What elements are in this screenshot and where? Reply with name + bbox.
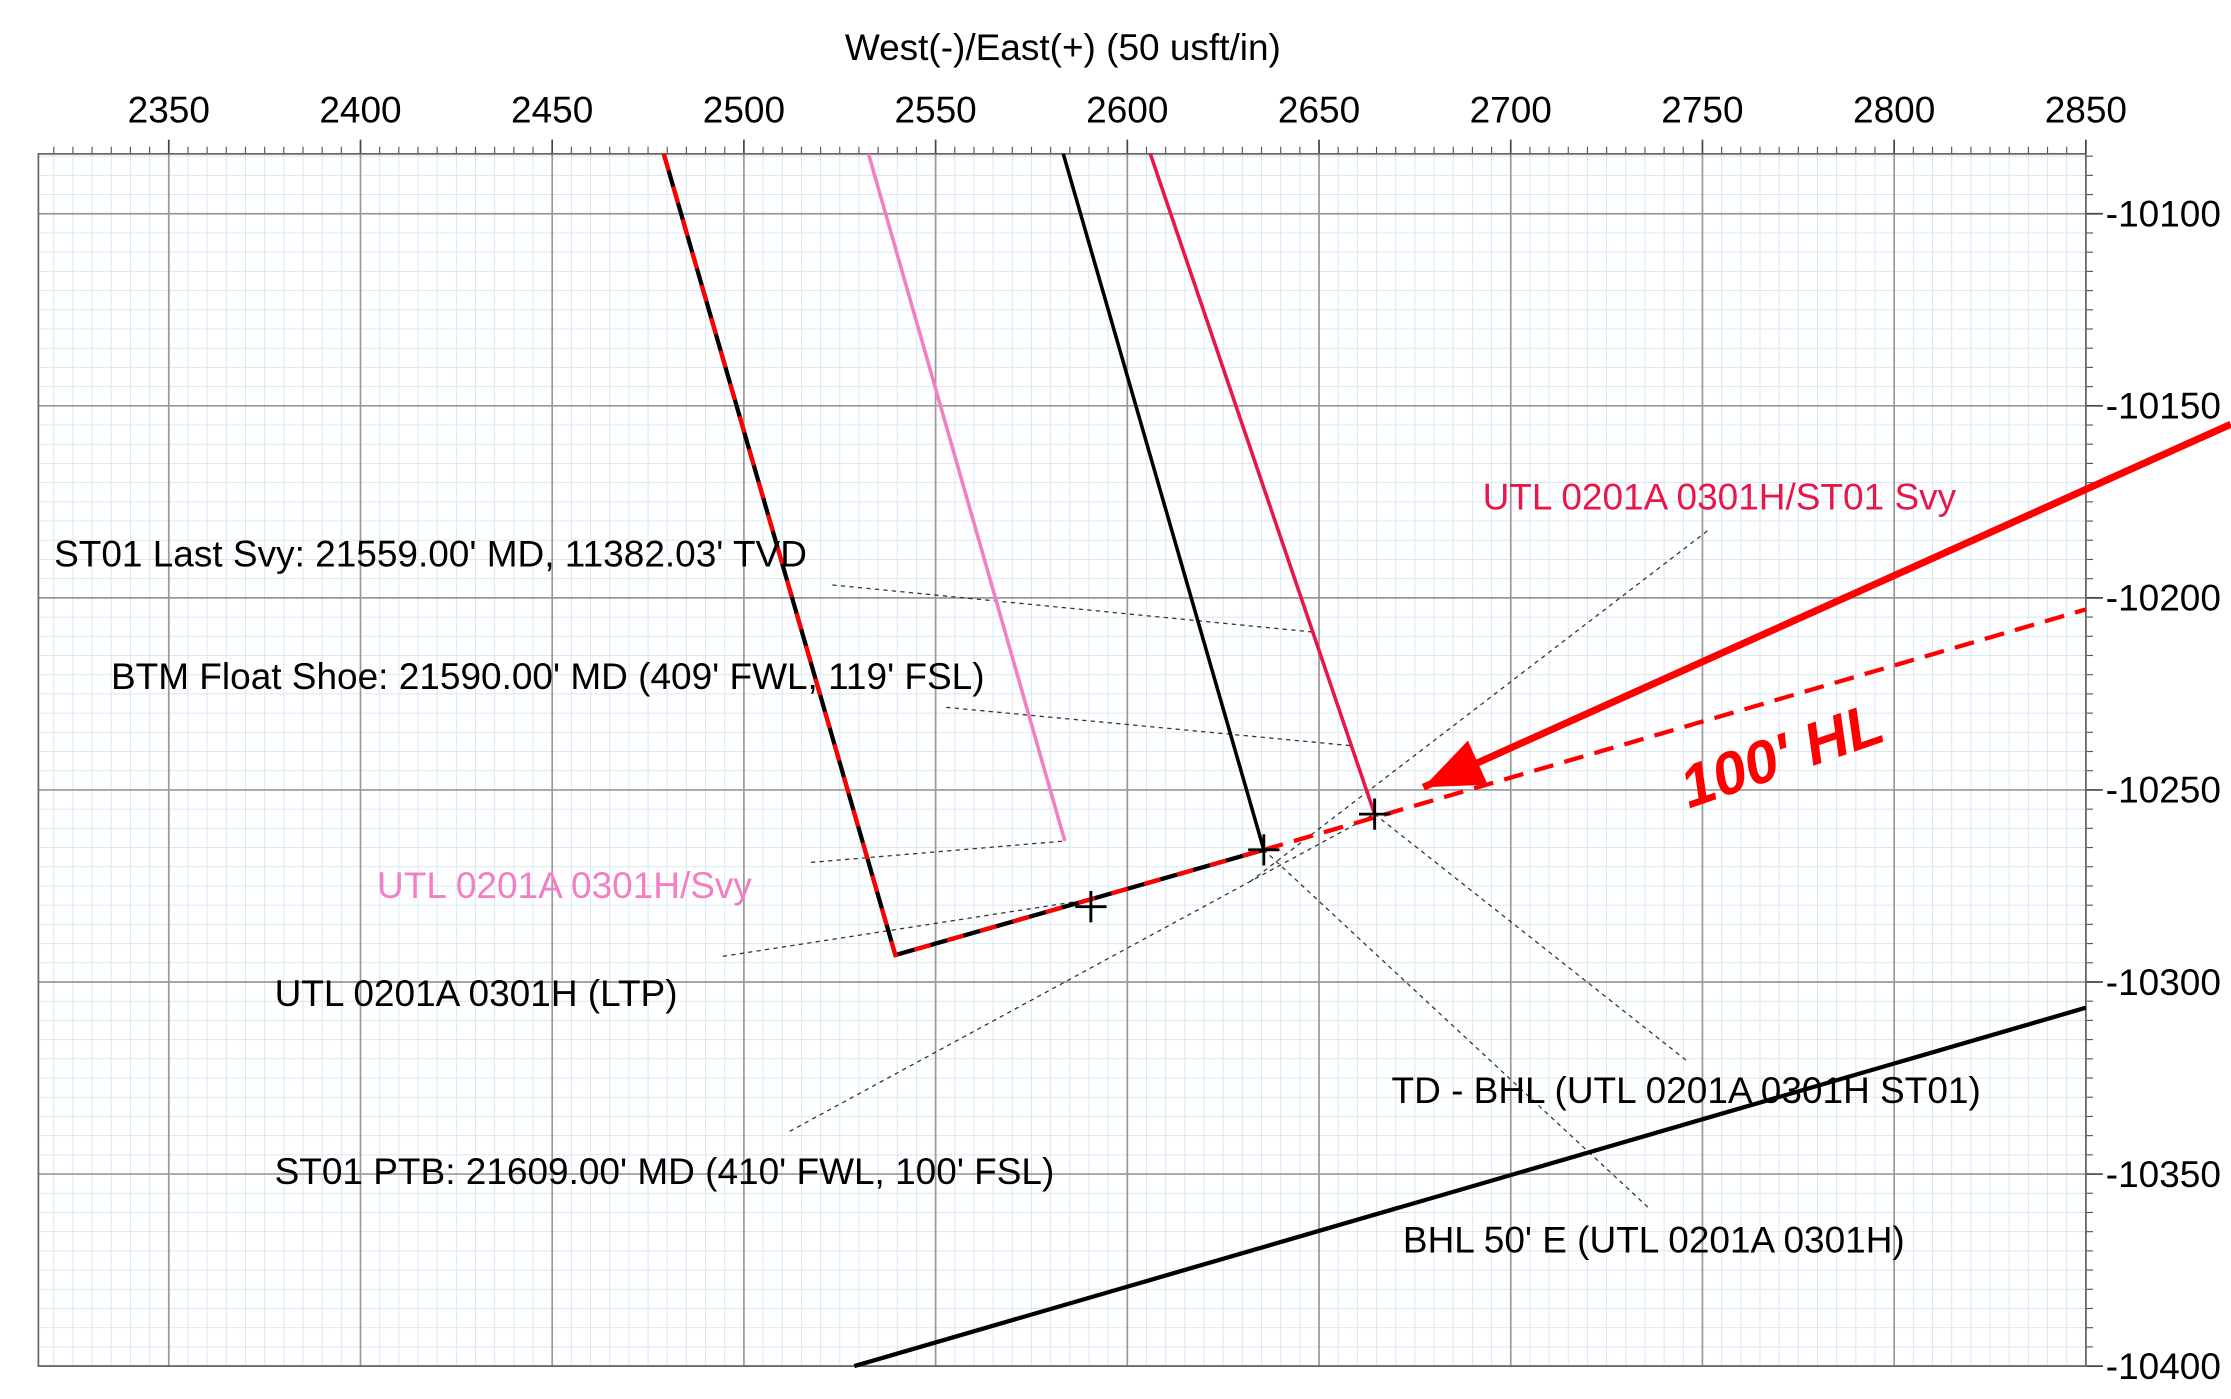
y-tick-label: -10150 bbox=[2106, 386, 2221, 427]
y-tick-label: -10400 bbox=[2106, 1346, 2221, 1387]
well-path bbox=[1061, 153, 1266, 851]
annotation: ST01 Last Svy: 21559.00' MD, 11382.03' T… bbox=[54, 533, 807, 574]
leader-line bbox=[1248, 530, 1708, 883]
x-tick-label: 2850 bbox=[2045, 90, 2127, 131]
annotation: UTL 0201A 0301H (LTP) bbox=[275, 973, 678, 1014]
x-tick-label: 2650 bbox=[1278, 90, 1360, 131]
survey-marker bbox=[1075, 891, 1107, 923]
y-tick-label: -10350 bbox=[2106, 1154, 2221, 1195]
y-tick-label: -10200 bbox=[2106, 578, 2221, 619]
x-tick-label: 2750 bbox=[1661, 90, 1743, 131]
well-path bbox=[1148, 153, 1377, 815]
leader-line bbox=[1374, 813, 1687, 1061]
well-path bbox=[1263, 607, 2087, 852]
well-path bbox=[1421, 421, 2231, 791]
x-tick-label: 2600 bbox=[1086, 90, 1168, 131]
well-path bbox=[853, 1005, 2087, 1369]
x-tick-label: 2500 bbox=[703, 90, 785, 131]
leader-line bbox=[722, 900, 1082, 957]
survey-marker bbox=[1248, 834, 1280, 866]
x-tick-label: 2350 bbox=[128, 90, 210, 131]
arrow-head bbox=[1423, 740, 1488, 788]
annotation: BTM Float Shoe: 21590.00' MD (409' FWL, … bbox=[111, 656, 985, 697]
y-tick-label: -10300 bbox=[2106, 962, 2221, 1003]
annotation: BHL 50' E (UTL 0201A 0301H) bbox=[1403, 1219, 1905, 1260]
annotation: TD - BHL (UTL 0201A 0301H ST01) bbox=[1392, 1070, 1981, 1111]
leader-lines bbox=[722, 530, 1708, 1211]
leader-line bbox=[832, 584, 1312, 633]
y-tick-label: -10250 bbox=[2106, 770, 2221, 811]
well-path bbox=[866, 153, 1067, 842]
x-tick-label: 2450 bbox=[511, 90, 593, 131]
x-axis-title: West(-)/East(+) (50 usft/in) bbox=[845, 27, 1281, 68]
annotation: UTL 0201A 0301H/ST01 Svy bbox=[1483, 477, 1957, 518]
x-tick-label: 2700 bbox=[1470, 90, 1552, 131]
annotation: UTL 0201A 0301H/Svy bbox=[377, 865, 752, 906]
survey-marker bbox=[1358, 798, 1391, 830]
x-tick-label: 2400 bbox=[319, 90, 401, 131]
well-path-dash bbox=[661, 153, 1265, 958]
annotation: ST01 PTB: 21609.00' MD (410' FWL, 100' F… bbox=[275, 1151, 1055, 1192]
plot-frame bbox=[37, 152, 2087, 1367]
leader-line bbox=[1263, 849, 1651, 1211]
x-tick-label: 2550 bbox=[894, 90, 976, 131]
x-tick-label: 2800 bbox=[1853, 90, 1935, 131]
y-tick-label: -10100 bbox=[2106, 194, 2221, 235]
